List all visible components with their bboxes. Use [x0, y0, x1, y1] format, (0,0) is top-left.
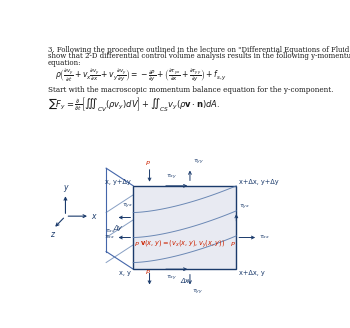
Text: P: P: [231, 242, 235, 247]
Text: $\tau_{xx}$: $\tau_{xx}$: [259, 234, 270, 241]
Text: $\tau_{yy}$: $\tau_{yy}$: [193, 158, 204, 167]
Text: $\tau_{xx}$: $\tau_{xx}$: [104, 234, 116, 241]
Text: P: P: [135, 242, 139, 247]
Bar: [133, 186, 236, 269]
Text: equation:: equation:: [48, 59, 81, 67]
Text: show that 2-D differential control volume analysis results in the following y-mo: show that 2-D differential control volum…: [48, 52, 350, 60]
Text: $\tau_{yx}$: $\tau_{yx}$: [239, 203, 250, 213]
Text: $\tau_{yx}$: $\tau_{yx}$: [122, 202, 133, 211]
Text: Δy: Δy: [114, 225, 123, 231]
Text: x, y: x, y: [119, 270, 131, 276]
Text: $\tau_{xx}$: $\tau_{xx}$: [105, 227, 117, 235]
Text: $\mathbf{v}(x,y) = (v_x(x,y), v_y(x,y))$: $\mathbf{v}(x,y) = (v_x(x,y), v_y(x,y))$: [140, 238, 225, 250]
Text: $\tau_{xy}$: $\tau_{xy}$: [166, 173, 177, 182]
Text: z: z: [50, 230, 54, 239]
Text: y: y: [63, 183, 68, 192]
Text: x, y+Δy: x, y+Δy: [105, 179, 131, 185]
Text: x+Δx, y: x+Δx, y: [239, 270, 265, 276]
Text: $\rho\left(\frac{\partial v_y}{\partial t}+v_x\frac{\partial v_y}{\partial x}+v_: $\rho\left(\frac{\partial v_y}{\partial …: [55, 67, 227, 84]
Text: Δx: Δx: [180, 277, 189, 283]
Text: $\tau_{yy}$: $\tau_{yy}$: [192, 288, 203, 297]
Text: 3. Following the procedure outlined in the lecture on "Differential Equations of: 3. Following the procedure outlined in t…: [48, 46, 350, 54]
Text: $\sum F_y = \frac{\partial}{\partial t}\left[\iiint_{CV}(\rho v_y)dV\right] + \i: $\sum F_y = \frac{\partial}{\partial t}\…: [48, 95, 220, 113]
Text: x: x: [91, 212, 96, 221]
Text: Start with the macroscopic momentum balance equation for the y-component.: Start with the macroscopic momentum bala…: [48, 86, 333, 94]
Text: $\tau_{xy}$: $\tau_{xy}$: [166, 274, 177, 283]
Text: P: P: [146, 270, 150, 275]
Text: x+Δx, y+Δy: x+Δx, y+Δy: [239, 179, 279, 185]
Text: P: P: [146, 161, 150, 166]
